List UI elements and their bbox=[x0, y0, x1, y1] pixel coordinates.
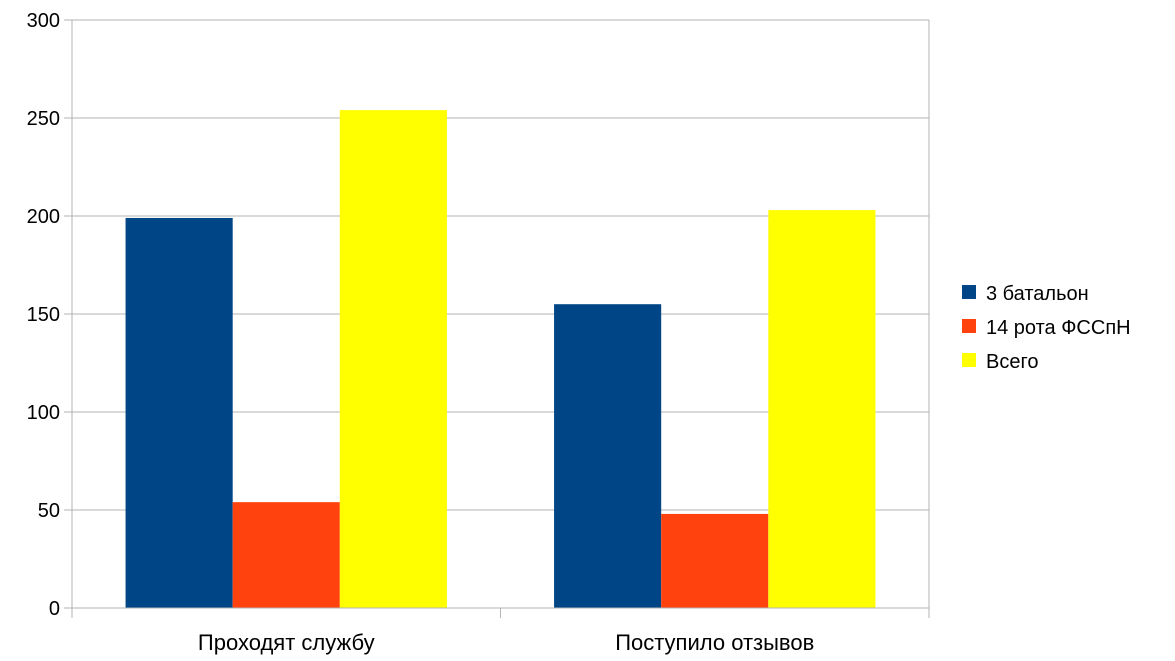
x-category-label: Проходят службу bbox=[198, 630, 375, 655]
legend-label: 14 рота ФССпН bbox=[986, 317, 1131, 339]
bar-3-2 bbox=[768, 210, 876, 608]
bar-2-2 bbox=[661, 513, 769, 608]
bar-2-1 bbox=[232, 502, 340, 608]
bar-1-2 bbox=[554, 304, 662, 608]
bar-3-1 bbox=[339, 110, 447, 608]
bars bbox=[125, 110, 876, 608]
y-tick-label: 150 bbox=[27, 304, 60, 326]
axes: 0 50 100 150 200 250 300 Проходят службу Поступи… bbox=[27, 10, 930, 655]
legend-swatch bbox=[962, 319, 976, 333]
legend-label: 3 батальон bbox=[986, 283, 1089, 305]
y-tick-label: 50 bbox=[38, 500, 60, 522]
bar-1-1 bbox=[125, 217, 233, 608]
y-tick-label: 250 bbox=[27, 108, 60, 130]
legend-label: Всего bbox=[986, 351, 1038, 373]
y-tick-label: 300 bbox=[27, 10, 60, 32]
y-tick-label: 100 bbox=[27, 402, 60, 424]
legend-swatch bbox=[962, 353, 976, 367]
legend: 3 батальон 14 рота ФССпН Всего bbox=[962, 283, 1131, 373]
y-tick-label: 0 bbox=[49, 598, 60, 620]
y-tick-label: 200 bbox=[27, 206, 60, 228]
legend-swatch bbox=[962, 285, 976, 299]
x-category-label: Поступило отзывов bbox=[615, 630, 814, 655]
